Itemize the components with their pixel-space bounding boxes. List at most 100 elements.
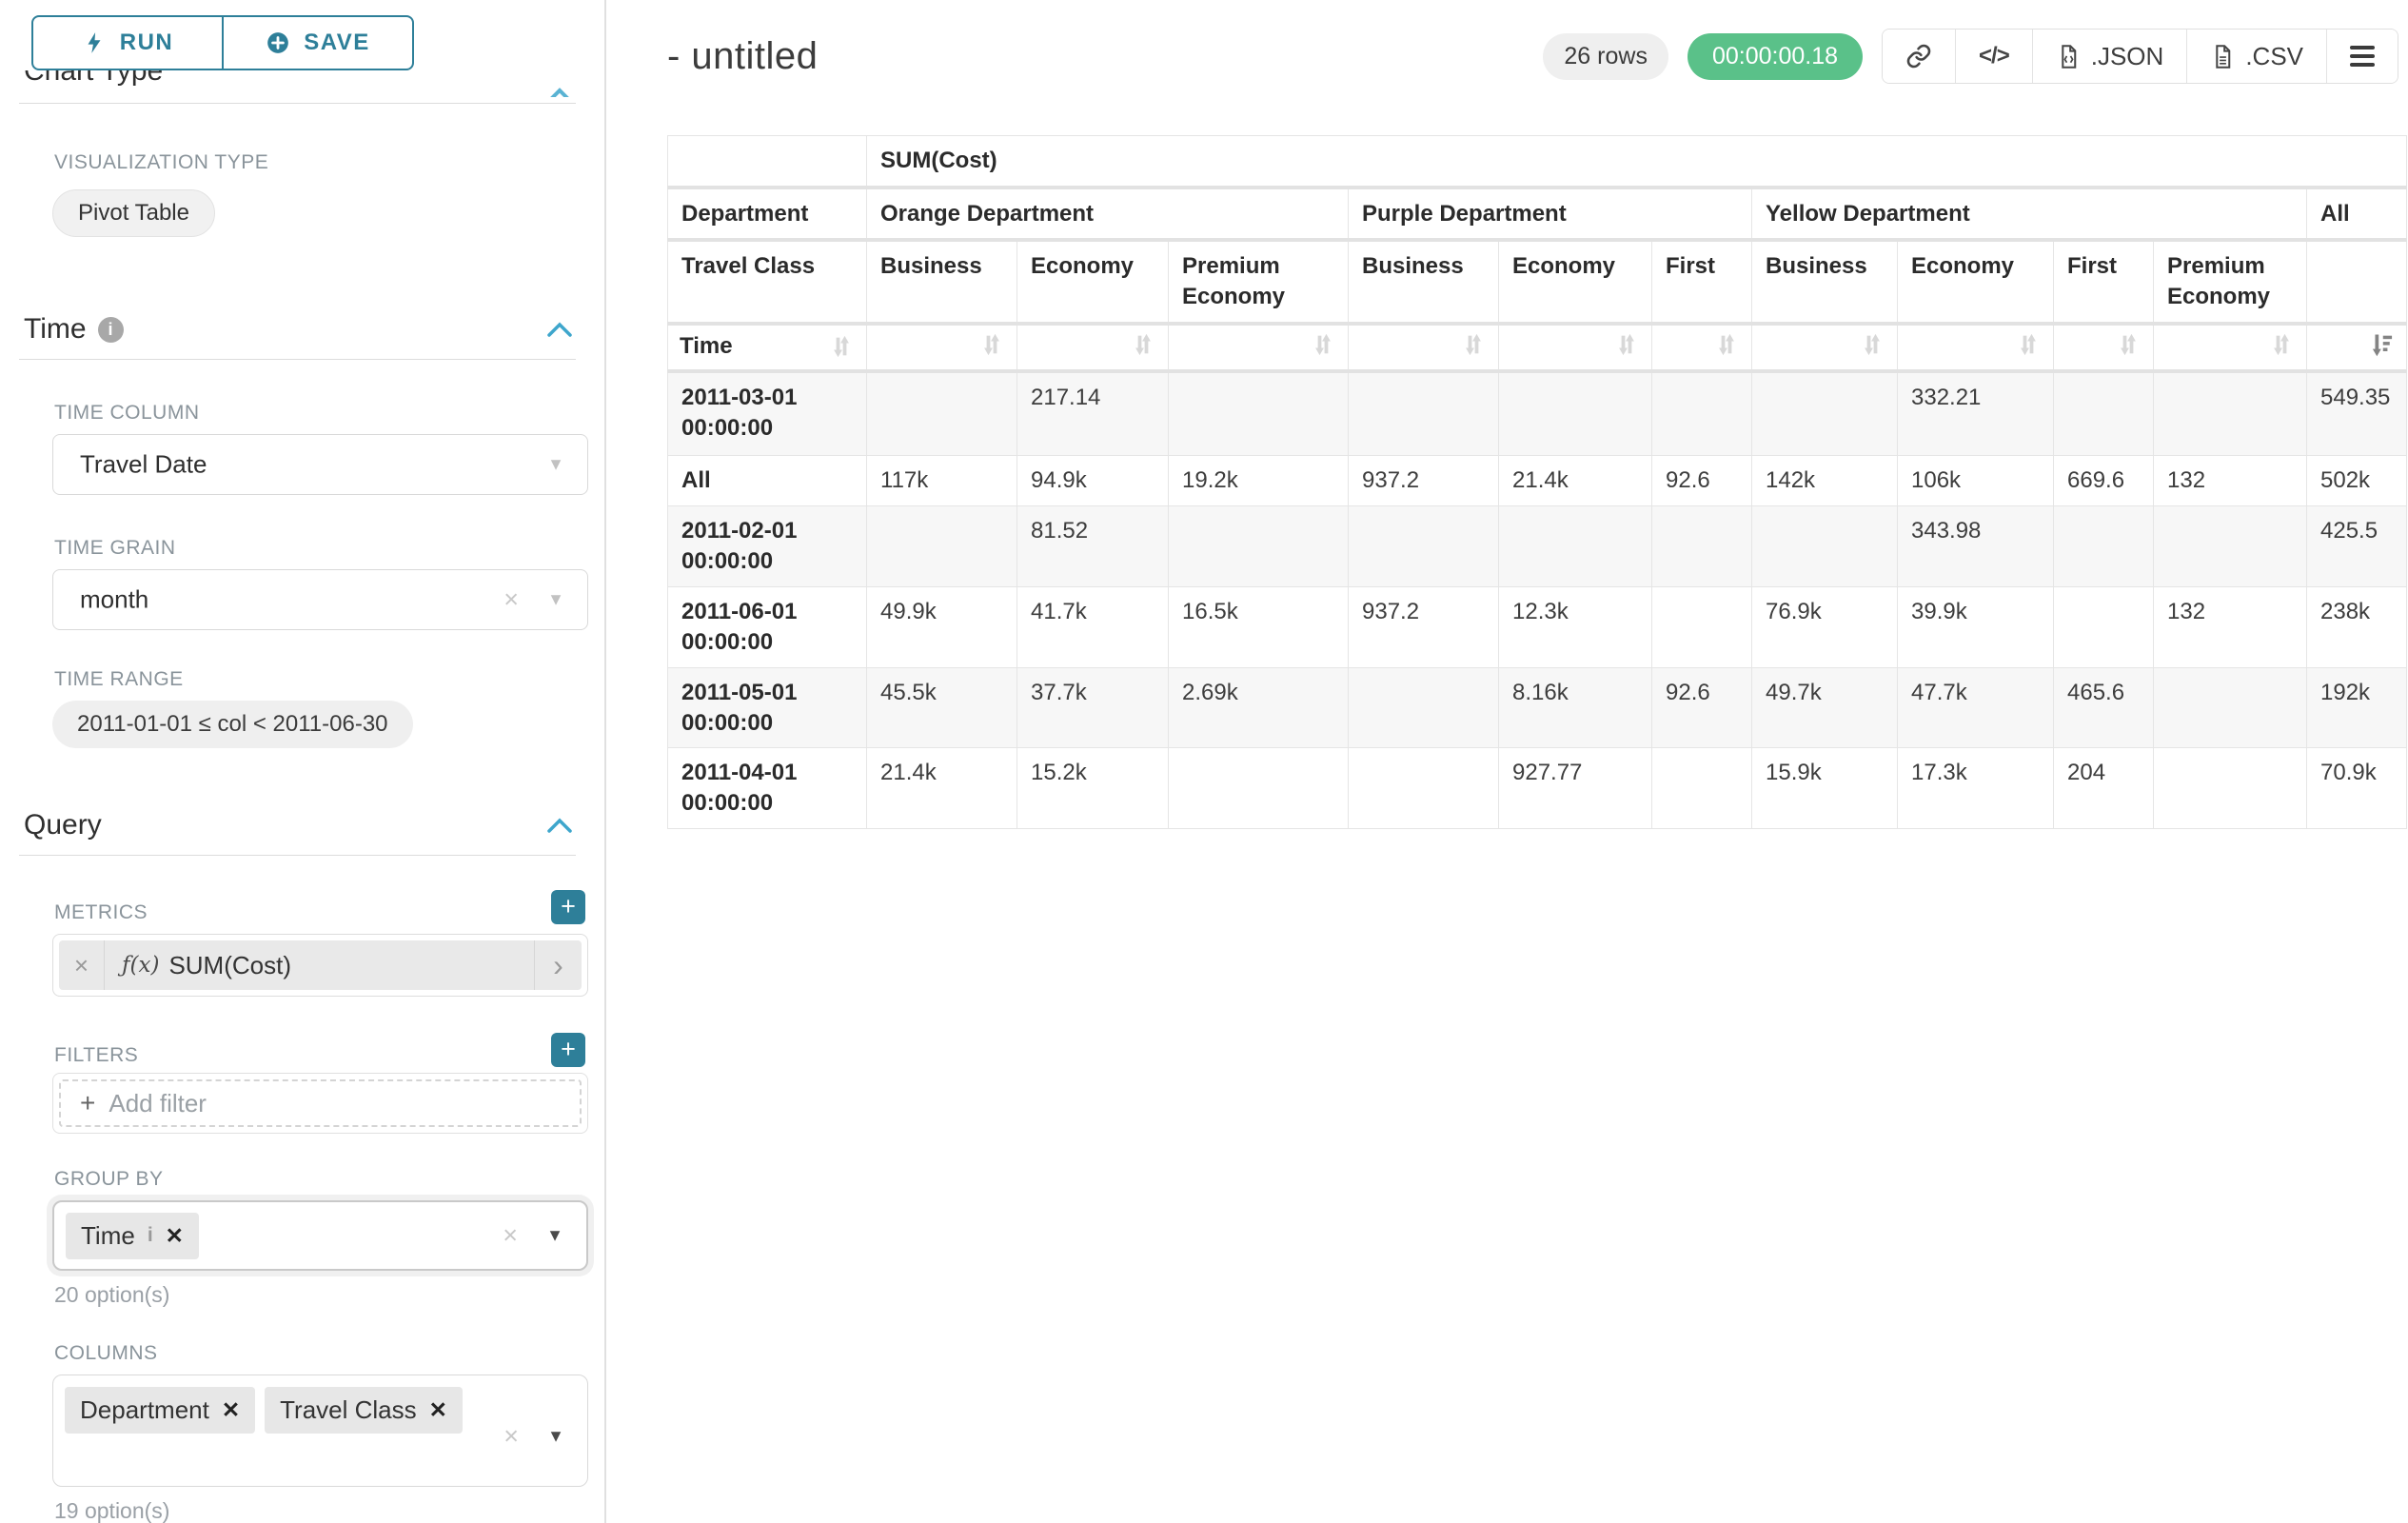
pivot-value-cell: 39.9k bbox=[1897, 585, 2054, 668]
sort-icon[interactable] bbox=[1130, 331, 1156, 358]
remove-tag-icon[interactable]: ✕ bbox=[165, 1222, 184, 1248]
pivot-value-cell bbox=[1348, 370, 1499, 456]
query-timer-badge: 00:00:00.18 bbox=[1687, 32, 1864, 80]
pivot-value-cell bbox=[1751, 504, 1898, 587]
add-metric-button[interactable]: + bbox=[551, 890, 585, 924]
pivot-value-cell: 92.6 bbox=[1651, 454, 1752, 506]
pivot-col-group-header: All bbox=[2306, 187, 2407, 243]
pivot-value-cell: 132 bbox=[2153, 454, 2307, 506]
save-button[interactable]: SAVE bbox=[222, 17, 412, 69]
time-grain-select[interactable]: month × ▼ bbox=[52, 569, 588, 630]
pivot-sort-cell bbox=[2053, 323, 2154, 374]
sort-icon[interactable] bbox=[2115, 331, 2142, 358]
add-filter-button[interactable]: + bbox=[551, 1033, 585, 1067]
pivot-sort-cell bbox=[1651, 323, 1752, 374]
tag-label: Time bbox=[81, 1220, 135, 1250]
clear-icon[interactable]: × bbox=[503, 584, 519, 614]
chart-header: - untitled 26 rows 00:00:00.18 </> .JSON… bbox=[667, 0, 2408, 112]
filters-label: FILTERS bbox=[54, 1044, 139, 1066]
pivot-value-cell: 21.4k bbox=[1498, 454, 1652, 506]
query-section-header[interactable]: Query bbox=[24, 809, 574, 841]
pivot-value-cell: 937.2 bbox=[1348, 454, 1499, 506]
pivot-value-cell: 132 bbox=[2153, 585, 2307, 668]
chevron-up-icon[interactable] bbox=[545, 86, 574, 97]
pivot-value-cell: 15.2k bbox=[1016, 747, 1169, 829]
remove-metric-icon[interactable]: × bbox=[59, 940, 105, 990]
section-divider bbox=[19, 103, 576, 104]
pivot-col-header: Business bbox=[1348, 239, 1499, 326]
pivot-value-cell: 502k bbox=[2306, 454, 2407, 506]
row-count-badge: 26 rows bbox=[1543, 32, 1668, 80]
time-range-label: TIME RANGE bbox=[54, 668, 184, 690]
group-by-select[interactable]: Time i ✕ × ▼ bbox=[52, 1200, 588, 1271]
export-json-button[interactable]: .JSON bbox=[2031, 30, 2187, 83]
share-link-button[interactable] bbox=[1883, 30, 1956, 83]
chevron-right-icon[interactable]: › bbox=[534, 940, 582, 990]
pivot-col-group-header: Yellow Department bbox=[1751, 187, 2307, 243]
pivot-sort-cell bbox=[1498, 323, 1652, 374]
info-icon: i bbox=[147, 1224, 153, 1246]
chevron-up-icon[interactable] bbox=[545, 816, 574, 835]
metric-pill[interactable]: × ƒ(x) SUM(Cost) › bbox=[59, 940, 582, 990]
export-csv-button[interactable]: .CSV bbox=[2186, 30, 2326, 83]
viz-type-pill[interactable]: Pivot Table bbox=[52, 189, 215, 237]
pivot-value-cell bbox=[1348, 504, 1499, 587]
sort-icon[interactable] bbox=[2268, 331, 2295, 358]
caret-down-icon: ▼ bbox=[547, 589, 564, 609]
metrics-label: METRICS bbox=[54, 901, 148, 923]
sort-icon[interactable] bbox=[1713, 331, 1740, 358]
pivot-col-header: Economy bbox=[1016, 239, 1169, 326]
chart-title[interactable]: - untitled bbox=[667, 34, 819, 77]
clear-icon[interactable]: × bbox=[503, 1421, 519, 1451]
pivot-col-header: Economy bbox=[1498, 239, 1652, 326]
pivot-value-cell bbox=[1651, 585, 1752, 668]
chevron-up-icon[interactable] bbox=[545, 320, 574, 339]
pivot-value-cell: 70.9k bbox=[2306, 747, 2407, 829]
time-column-label: TIME COLUMN bbox=[54, 402, 200, 424]
sort-icon[interactable] bbox=[978, 331, 1005, 358]
sort-icon[interactable] bbox=[828, 333, 855, 360]
sort-icon[interactable] bbox=[2015, 331, 2042, 358]
field-tag[interactable]: Travel Class ✕ bbox=[265, 1387, 463, 1434]
time-column-select[interactable]: Travel Date ▼ bbox=[52, 434, 588, 495]
time-section-header[interactable]: Time i bbox=[24, 313, 574, 346]
pivot-col-group-header: Orange Department bbox=[866, 187, 1349, 243]
section-divider bbox=[19, 855, 576, 856]
sort-icon[interactable] bbox=[1613, 331, 1640, 358]
filters-container: + Add filter bbox=[52, 1073, 588, 1134]
pivot-value-cell bbox=[2153, 504, 2307, 587]
sort-icon[interactable] bbox=[1859, 331, 1885, 358]
pivot-value-cell: 94.9k bbox=[1016, 454, 1169, 506]
sort-icon[interactable] bbox=[1310, 331, 1336, 358]
sort-desc-active-icon[interactable] bbox=[2368, 331, 2395, 358]
embed-code-button[interactable]: </> bbox=[1955, 30, 2032, 83]
remove-tag-icon[interactable]: ✕ bbox=[428, 1397, 447, 1422]
pivot-value-cell bbox=[1751, 370, 1898, 456]
pivot-value-cell bbox=[1168, 370, 1349, 456]
field-tag[interactable]: Department ✕ bbox=[65, 1387, 256, 1434]
field-tag[interactable]: Time i ✕ bbox=[66, 1212, 199, 1259]
pivot-value-cell: 332.21 bbox=[1897, 370, 2054, 456]
run-button[interactable]: RUN bbox=[33, 17, 222, 69]
pivot-col-header: Premium Economy bbox=[2153, 239, 2307, 326]
time-range-pill[interactable]: 2011-01-01 ≤ col < 2011-06-30 bbox=[52, 701, 413, 748]
pivot-data-row: 2011-02-01 00:00:00 81.52 343.98 425.5 bbox=[667, 504, 2407, 587]
pivot-row-label: 2011-04-01 00:00:00 bbox=[667, 747, 867, 829]
remove-tag-icon[interactable]: ✕ bbox=[221, 1397, 241, 1422]
sort-icon[interactable] bbox=[1460, 331, 1487, 358]
pivot-sort-cell bbox=[2153, 323, 2307, 374]
group-by-options-count: 20 option(s) bbox=[54, 1282, 170, 1307]
columns-select[interactable]: Department ✕ Travel Class ✕ × ▼ bbox=[52, 1375, 588, 1487]
caret-down-icon: ▼ bbox=[547, 454, 564, 474]
add-filter-dropzone[interactable]: + Add filter bbox=[59, 1079, 582, 1127]
pivot-value-cell bbox=[1168, 504, 1349, 587]
clear-icon[interactable]: × bbox=[503, 1220, 518, 1250]
pivot-value-cell: 49.9k bbox=[866, 585, 1017, 668]
filters-header-row: FILTERS + bbox=[54, 1033, 585, 1067]
menu-button[interactable] bbox=[2326, 30, 2398, 83]
pivot-row-label: 2011-03-01 00:00:00 bbox=[667, 370, 867, 456]
pivot-row-label: 2011-06-01 00:00:00 bbox=[667, 585, 867, 668]
pivot-value-cell: 549.35 bbox=[2306, 370, 2407, 456]
json-file-icon bbox=[2062, 44, 2076, 69]
